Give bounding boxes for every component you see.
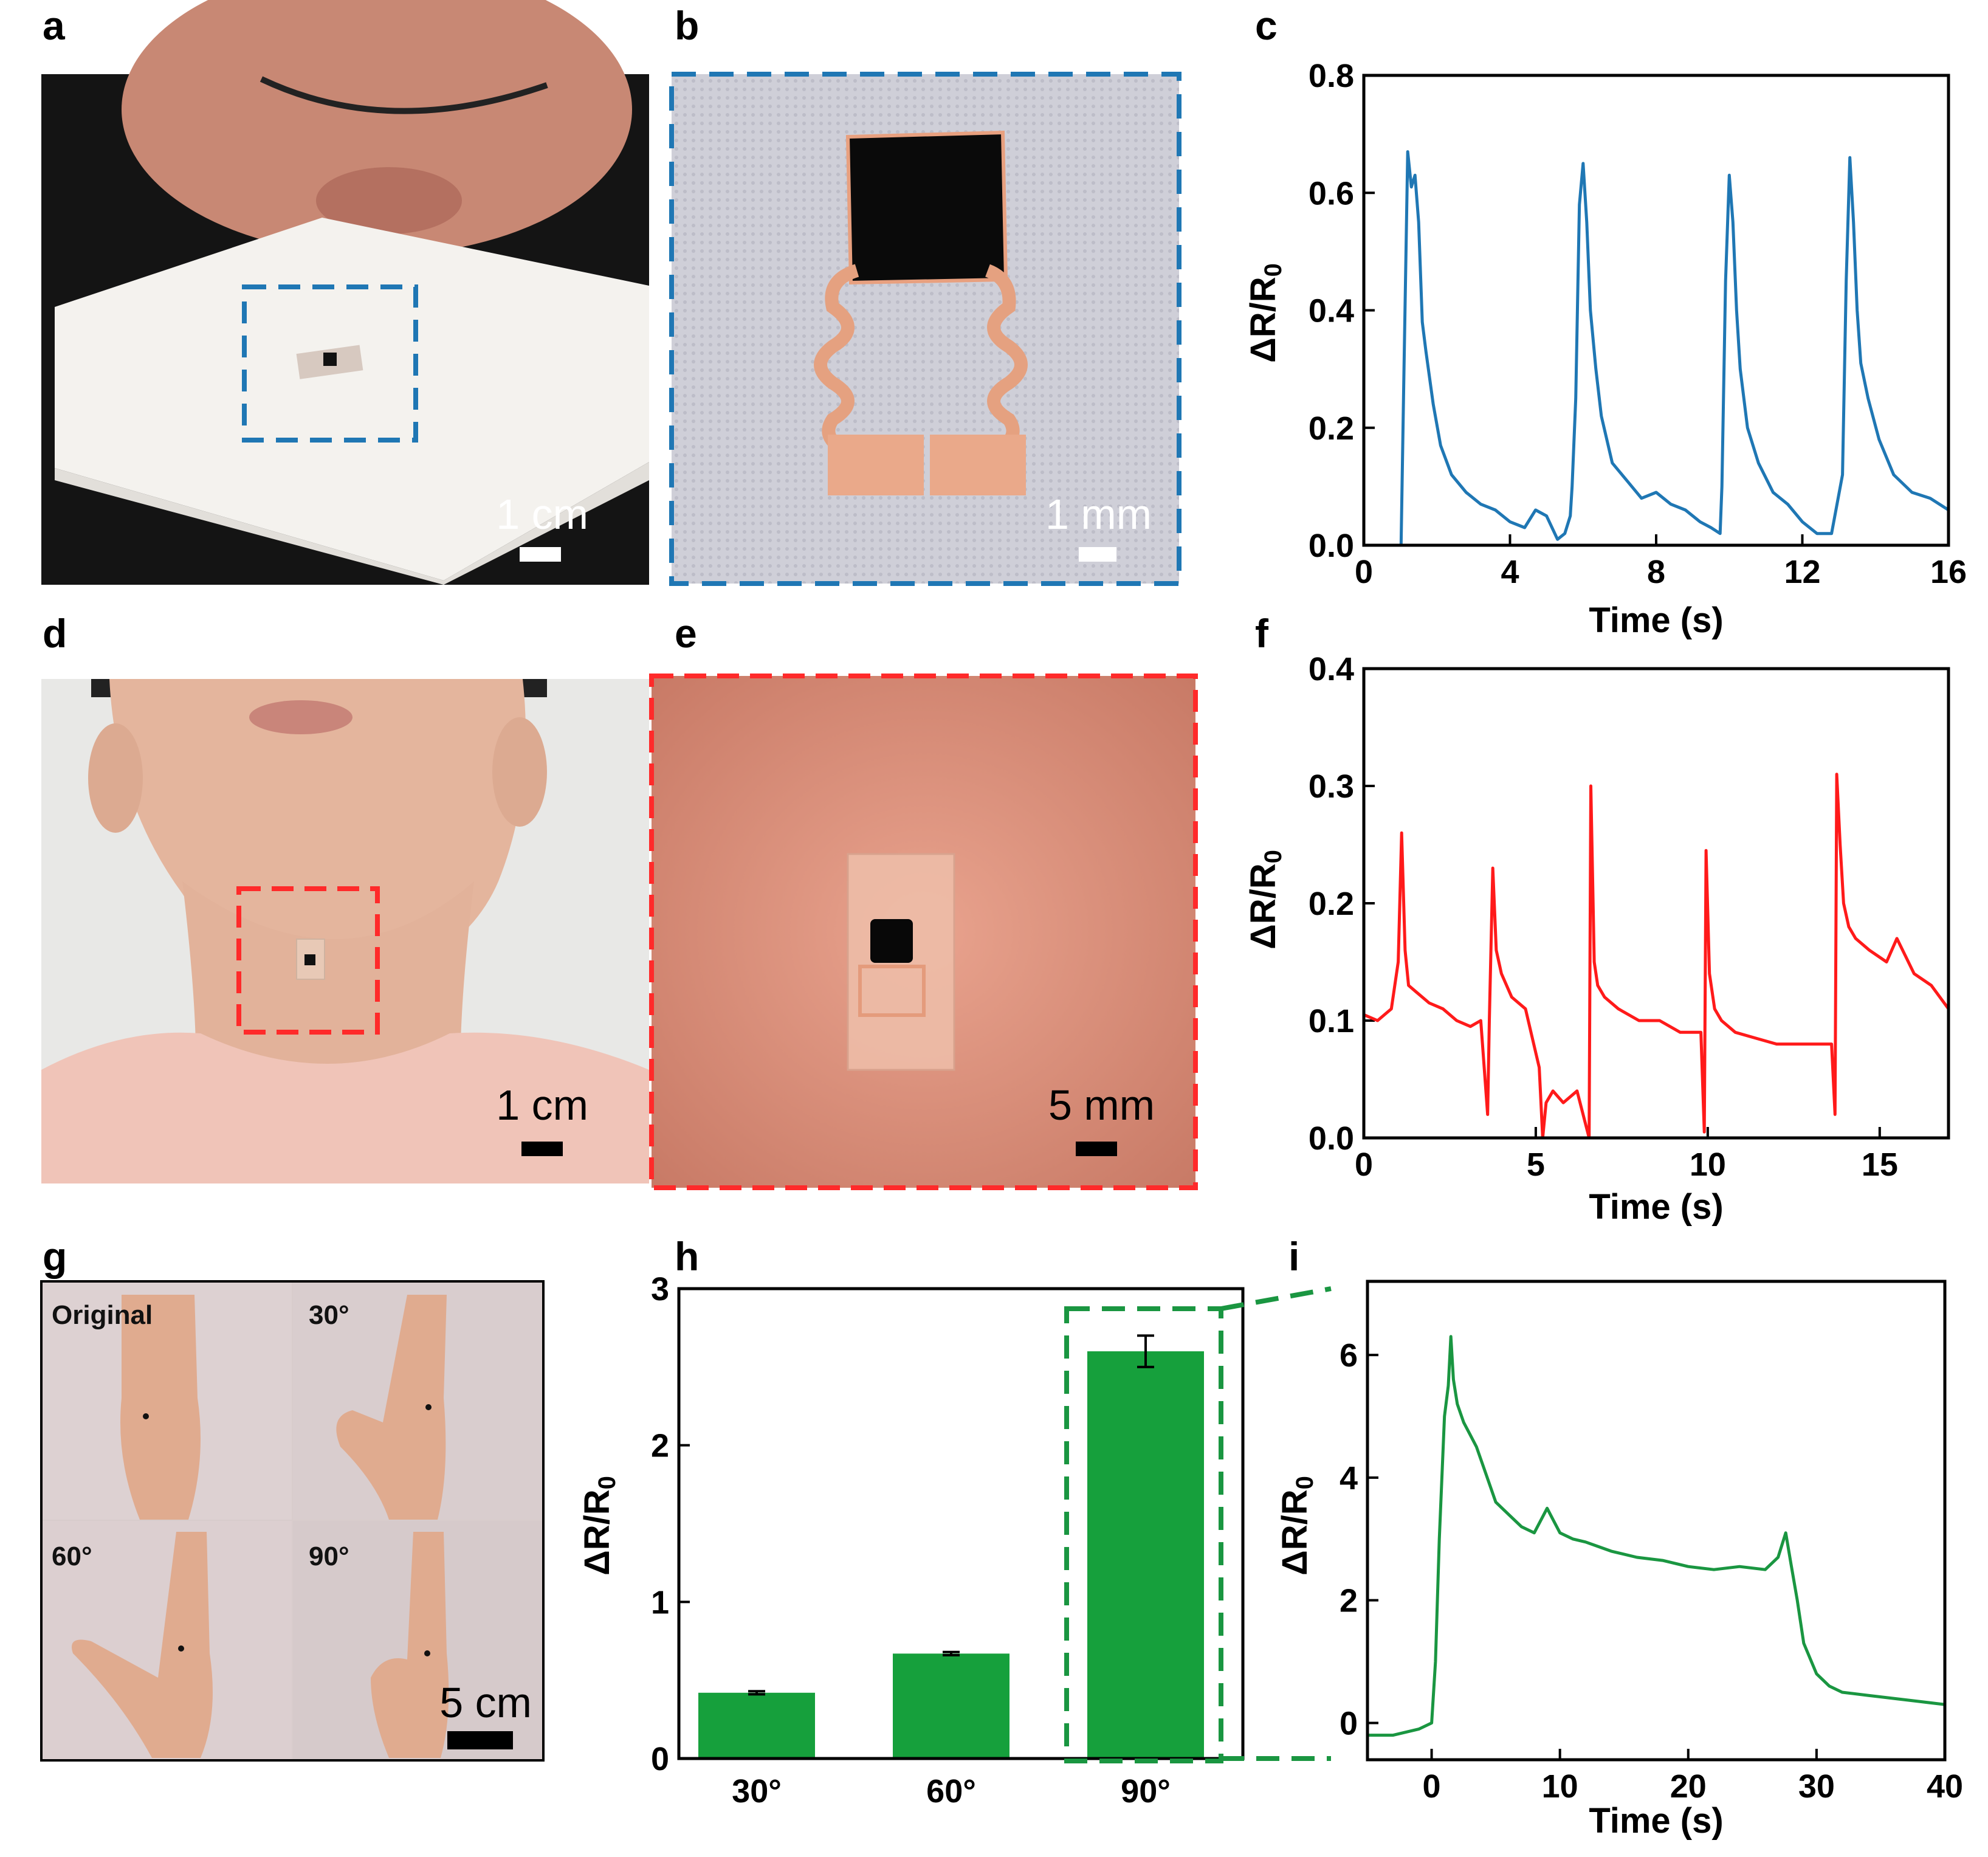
bar-2 (1087, 1351, 1204, 1759)
chart-h-ytick-label: 1 (651, 1584, 669, 1621)
chart-h-ytick-label: 3 (651, 1271, 669, 1307)
bar-0 (698, 1692, 815, 1759)
chart-f-ytick-label: 0.4 (1309, 651, 1354, 687)
chart-c-ticks: 0 4 8 12 16 0.0 0.2 0.4 0.6 0.8 (1309, 58, 1967, 590)
chart-h-zoom-box (1064, 1306, 1223, 1763)
chart-c: ΔR/R0 Time (s) 0 4 8 12 16 0.0 0.2 0.4 0.6 0.8 (1243, 58, 1967, 640)
panel-label-c: c (1255, 3, 1278, 48)
chart-f-ytick-label: 0.2 (1309, 886, 1354, 922)
chart-f-ytick-label: 0.3 (1309, 768, 1354, 805)
scale-text-d: 1 cm (496, 1081, 588, 1129)
photo-a-breath-sensor: 1 cm (41, 0, 649, 585)
chart-c-xlabel: Time (s) (1589, 601, 1723, 640)
chart-c-xtick-label: 12 (1784, 554, 1820, 590)
scale-bar-d (521, 1142, 563, 1156)
chart-i-xtick-label: 30 (1798, 1768, 1835, 1805)
chart-i-ylabel: ΔR/R0 (1275, 1476, 1318, 1576)
chart-h-bars (698, 1334, 1204, 1759)
bar-label-2: 90° (1121, 1773, 1171, 1810)
chart-c-xtick-label: 0 (1355, 554, 1373, 590)
chart-c-xtick-label: 4 (1501, 554, 1519, 590)
chart-c-xtick-label: 8 (1647, 554, 1665, 590)
chart-i-xtick-label: 10 (1542, 1768, 1578, 1805)
scale-bar-b (1079, 547, 1116, 562)
scale-text-e: 5 mm (1048, 1081, 1155, 1129)
chart-f-ytick-label: 0.1 (1309, 1003, 1354, 1039)
chart-i-xtick-label: 20 (1670, 1768, 1707, 1805)
chart-c-ytick-label: 0.6 (1309, 175, 1354, 212)
chart-i-xlabel: Time (s) (1589, 1801, 1723, 1841)
scale-text-b: 1 mm (1045, 491, 1152, 538)
zoom-box-a (242, 284, 418, 443)
scale-text-a: 1 cm (496, 491, 588, 538)
chart-c-ytick-label: 0.0 (1309, 528, 1354, 564)
chart-i-ytick-label: 4 (1340, 1460, 1358, 1497)
chart-f-xtick-label: 10 (1690, 1146, 1726, 1183)
chart-c-frame (1362, 74, 1950, 547)
chart-i-xtick-label: 0 (1423, 1768, 1441, 1805)
chart-i-ytick-label: 6 (1340, 1337, 1358, 1374)
scale-bar-a (520, 547, 561, 562)
chart-f-xtick-label: 5 (1527, 1146, 1545, 1183)
chart-f-xtick-label: 0 (1355, 1146, 1373, 1183)
panel-label-a: a (43, 3, 66, 48)
chart-h-ticks: 0 1 2 3 30° 60° 90° (651, 1271, 1171, 1810)
chart-i-xtick-label: 40 (1927, 1768, 1963, 1805)
zoom-connector-top (1220, 1286, 1332, 1311)
chart-i-ytick-label: 2 (1340, 1583, 1358, 1619)
panel-label-f: f (1255, 611, 1269, 656)
photo-e-skin-closeup: 5 mm (649, 674, 1198, 1190)
chart-c-ytick-label: 0.4 (1309, 293, 1354, 329)
chart-f: ΔR/R0 Time (s) 0 5 10 15 0.0 0.1 0.2 0.3 0.4 (1243, 651, 1950, 1227)
scale-bar-g (447, 1731, 513, 1749)
panel-label-d: d (43, 611, 67, 656)
chart-f-xlabel: Time (s) (1589, 1187, 1723, 1227)
chart-c-series (1398, 150, 1950, 547)
chart-h-ytick-label: 2 (651, 1428, 669, 1464)
chart-i: ΔR/R0 Time (s) 0 10 20 30 40 0 2 4 6 (1275, 1280, 1963, 1841)
bar-label-1: 60° (926, 1773, 976, 1810)
hand-label-60: 60° (52, 1542, 92, 1571)
chart-i-ytick-label: 0 (1340, 1705, 1358, 1742)
chart-f-ticks: 0 5 10 15 0.0 0.1 0.2 0.3 0.4 (1309, 651, 1898, 1183)
chart-h-ytick-label: 0 (651, 1741, 669, 1777)
chart-c-ytick-label: 0.8 (1309, 58, 1354, 94)
chart-h-frame (677, 1287, 1245, 1760)
chart-c-ytick-label: 0.2 (1309, 410, 1354, 447)
photo-b-sensor-closeup: 1 mm (669, 72, 1181, 586)
chart-i-series (1367, 1335, 1945, 1737)
chart-f-series (1363, 773, 1950, 1140)
bar-label-0: 30° (732, 1773, 782, 1810)
panel-label-b: b (675, 3, 699, 48)
bar-1 (893, 1653, 1009, 1759)
zoom-box-d (236, 886, 380, 1035)
panel-label-i: i (1288, 1234, 1299, 1279)
chart-f-ylabel: ΔR/R0 (1243, 850, 1287, 949)
chart-f-ytick-label: 0.0 (1309, 1120, 1354, 1157)
panel-labels: a b c d e f g h i (43, 3, 1299, 1279)
chart-c-xtick-label: 16 (1930, 554, 1967, 590)
hand-label-30: 30° (309, 1300, 349, 1330)
chart-f-frame (1362, 667, 1950, 1140)
chart-i-ticks: 0 10 20 30 40 0 2 4 6 (1340, 1337, 1963, 1805)
chart-c-ylabel: ΔR/R0 (1243, 263, 1287, 363)
hand-label-90: 90° (309, 1542, 349, 1571)
chart-h-ylabel: ΔR/R0 (577, 1476, 621, 1576)
chart-f-xtick-label: 15 (1862, 1146, 1898, 1183)
chart-h: ΔR/R0 0 1 2 3 30° 60° 90° (577, 1271, 1332, 1810)
chart-i-frame (1366, 1280, 1947, 1762)
scale-text-g: 5 cm (439, 1679, 532, 1726)
scale-bar-e (1076, 1142, 1117, 1156)
photo-d-neck: 1 cm (41, 679, 649, 1183)
panel-label-e: e (675, 611, 697, 656)
hand-label-original: Original (52, 1300, 153, 1330)
photo-g-hand-bending: Original 30° 60° 90° 5 cm (40, 1280, 545, 1762)
panel-label-h: h (675, 1234, 699, 1279)
panel-label-g: g (43, 1234, 67, 1279)
